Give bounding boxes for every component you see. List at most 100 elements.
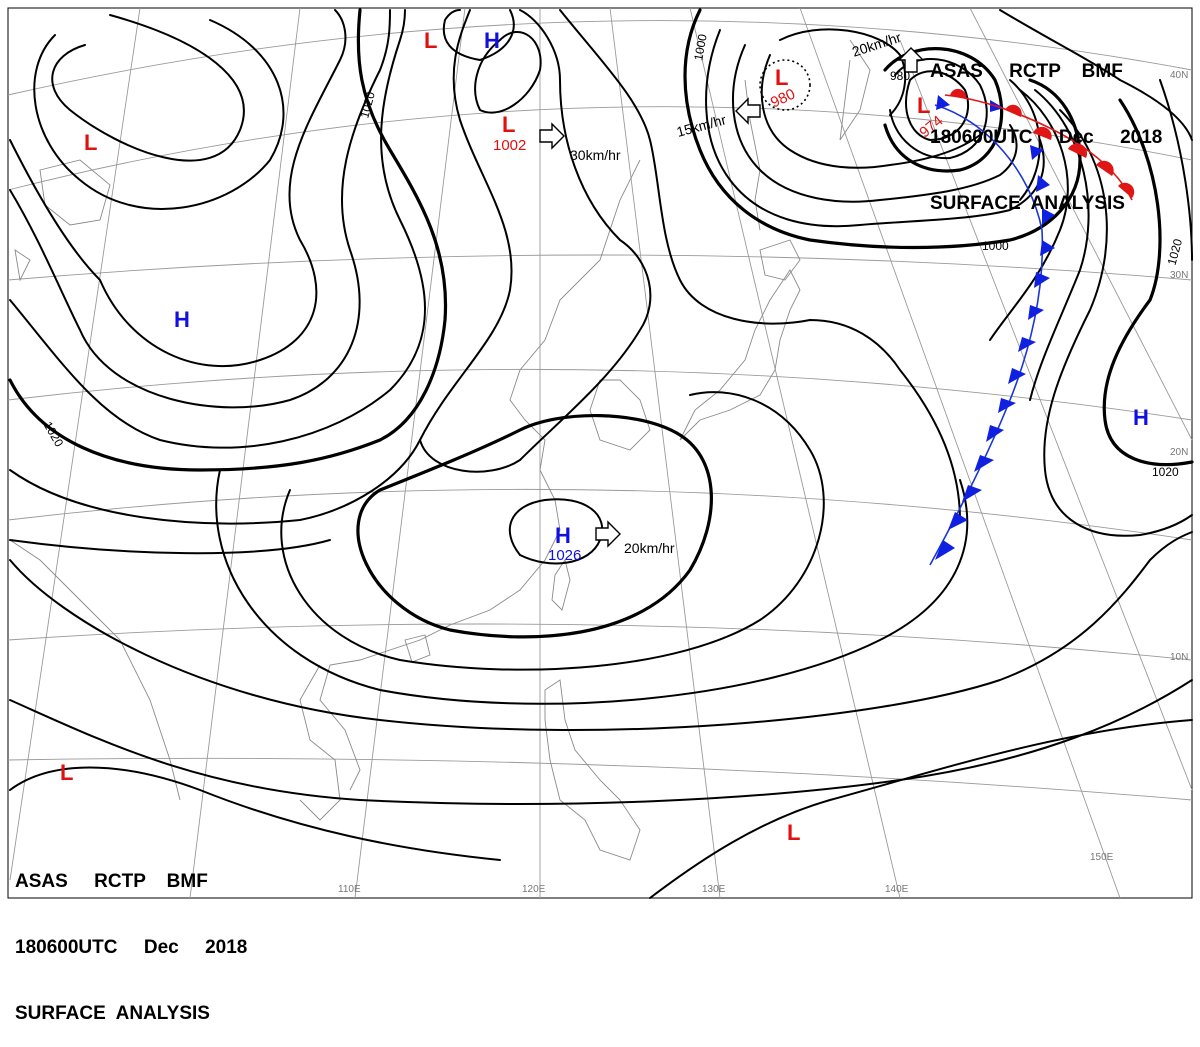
movement-speed-label: 30km/hr xyxy=(570,147,621,163)
coastline-indochina xyxy=(299,664,341,821)
high-pressure-symbol: H xyxy=(174,307,190,332)
isobar-1020 xyxy=(8,8,448,472)
coastlines xyxy=(9,39,871,861)
isobar xyxy=(474,30,542,114)
header-title-line: SURFACE ANALYSIS xyxy=(930,193,1125,214)
isobar xyxy=(1043,109,1193,537)
graticule xyxy=(7,7,1193,899)
coastline-philippines xyxy=(544,679,641,861)
cold-front-triangle xyxy=(1036,175,1050,192)
longitude-label: 130E xyxy=(702,884,726,895)
cold-front-triangle xyxy=(1042,208,1055,225)
isobar xyxy=(999,9,1193,141)
isobar xyxy=(280,391,825,671)
isobar-1020 xyxy=(1102,98,1194,467)
warm-front xyxy=(944,88,1135,201)
isobar-value-label: 1000 xyxy=(982,239,1009,253)
low-pressure-symbol: L xyxy=(424,28,437,53)
movement-arrow-west xyxy=(735,97,761,125)
isobar xyxy=(9,531,1193,732)
isobar xyxy=(51,14,245,162)
low-pressure-symbol: L xyxy=(84,130,97,155)
high-pressure-symbol: H xyxy=(484,28,500,53)
longitude-label: 150E xyxy=(1090,852,1114,863)
movement-arrow-east xyxy=(595,520,621,548)
isobar xyxy=(732,44,1018,203)
isobar xyxy=(33,19,285,210)
low-pressure-symbol: L xyxy=(917,93,930,118)
latitude-label: 40N xyxy=(1170,70,1188,81)
high-pressure-value: 1026 xyxy=(548,547,581,564)
isobar xyxy=(9,766,501,861)
low-pressure-symbol: L xyxy=(60,760,73,785)
low-pressure-symbol: L xyxy=(502,112,515,137)
isobar-value-label: 1020 xyxy=(1165,237,1186,267)
isobar xyxy=(889,58,988,160)
cold-front-triangle xyxy=(1028,305,1044,320)
cold-front-triangle xyxy=(974,455,994,472)
isobar xyxy=(989,89,1069,341)
cold-front-triangle xyxy=(948,512,968,530)
coastline-kamchatka xyxy=(839,39,871,141)
isobar xyxy=(559,9,961,521)
latitude-line xyxy=(7,488,1193,541)
isobar-value-label: 1020 xyxy=(41,419,67,449)
isobar xyxy=(1029,89,1090,401)
header-datetime-line: 180600UTC Dec 2018 xyxy=(930,127,1163,148)
isobar xyxy=(419,9,652,473)
longitude-line xyxy=(969,7,1193,441)
longitude-line xyxy=(899,39,1193,791)
movement-speed-label: 20km/hr xyxy=(624,540,675,556)
cold-front-triangle xyxy=(1018,337,1036,352)
coastline-china xyxy=(319,159,641,791)
cold-front-triangle xyxy=(936,95,950,110)
longitude-line xyxy=(609,7,721,899)
surface-analysis-map: L L H L 1002 H L 980 L 974 H 1026 H L L … xyxy=(7,7,1194,899)
isobar xyxy=(9,9,391,409)
warm-front-line xyxy=(944,94,1133,201)
longitude-line xyxy=(354,7,466,899)
isobar xyxy=(508,498,603,565)
isobar-value-labels: 1020 1020 1000 1000 980 1020 1020 xyxy=(41,33,1185,479)
cold-front-triangle xyxy=(998,398,1016,413)
coastline-taiwan xyxy=(551,558,571,611)
warm-front-semicircle xyxy=(950,88,967,98)
isobar-value-label: 980 xyxy=(890,69,910,83)
cold-front-triangle xyxy=(1030,145,1044,160)
latitude-label: 30N xyxy=(1170,270,1188,281)
isobar xyxy=(9,539,331,555)
isobars xyxy=(8,8,1194,899)
isobar xyxy=(649,719,1193,899)
movement-arrow-north xyxy=(897,47,925,73)
latitude-label: 10N xyxy=(1170,652,1188,663)
cold-front-triangle xyxy=(1040,240,1055,256)
chart-header-bottom: ASAS RCTP BMF 180600UTC Dec 2018 SURFACE… xyxy=(15,827,247,1047)
isobar xyxy=(760,54,981,169)
cold-front-triangle xyxy=(1034,272,1050,288)
coastline-india xyxy=(9,539,181,801)
coastline-japan xyxy=(679,269,801,441)
latitude-line xyxy=(7,20,1193,96)
isobar xyxy=(9,9,513,525)
isobar-dotted xyxy=(759,59,811,111)
chart-header-top: ASAS RCTP BMF 180600UTC Dec 2018 SURFACE… xyxy=(930,17,1162,237)
header-title-line: SURFACE ANALYSIS xyxy=(15,1003,210,1024)
isobar-1020 xyxy=(356,414,713,639)
warm-front-semicircle xyxy=(1068,143,1088,158)
longitude-line xyxy=(799,7,1121,899)
cold-front-triangle xyxy=(986,425,1004,442)
isobar xyxy=(779,28,907,116)
latitude-line xyxy=(7,368,1193,421)
isobar xyxy=(9,679,1193,805)
warm-front-semicircle xyxy=(1096,160,1114,176)
longitude-line xyxy=(189,7,301,899)
longitude-label: 110E xyxy=(338,884,361,895)
warm-front-semicircle xyxy=(1118,182,1135,198)
header-station-line: ASAS RCTP BMF xyxy=(930,61,1123,82)
isobar xyxy=(905,70,970,141)
low-pressure-value: 1002 xyxy=(493,137,526,154)
latitude-line xyxy=(7,623,1193,661)
low-pressure-symbol: L xyxy=(775,65,788,90)
warm-front-semicircle xyxy=(1005,104,1022,117)
isobar xyxy=(215,469,969,705)
